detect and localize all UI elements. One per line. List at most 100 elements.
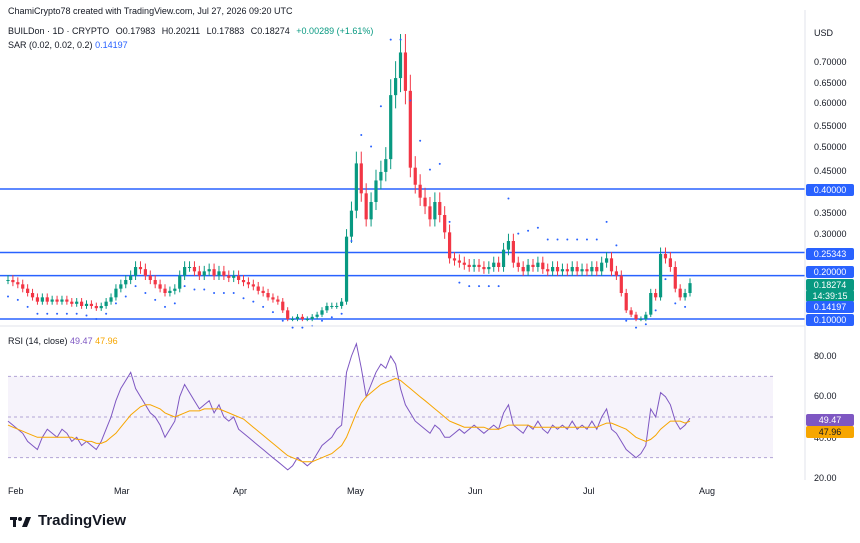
candle-body [281, 301, 285, 311]
candle-body [40, 297, 44, 302]
sar-dot [674, 302, 677, 305]
sar-dot [105, 312, 108, 315]
candle-body [536, 262, 540, 267]
sar-dot [605, 220, 608, 223]
sar-dot [85, 314, 88, 317]
sar-dot [26, 305, 29, 308]
candle-body [295, 316, 300, 319]
candle-body [241, 280, 246, 283]
candle-body [570, 267, 574, 272]
candle-body [369, 202, 373, 220]
tradingview-logo[interactable]: TradingView [10, 512, 126, 529]
candle-body [119, 284, 123, 289]
sar-dot [281, 319, 284, 322]
candle-body [94, 306, 98, 309]
sar-dot [468, 285, 471, 288]
sar-dot [585, 238, 588, 241]
sar-dot [684, 305, 687, 308]
candle-body [678, 288, 682, 298]
sar-dot [232, 292, 235, 294]
y-tick-label: 0.35000 [814, 208, 847, 218]
sar-dot [448, 220, 451, 223]
sar-dot [487, 285, 490, 288]
sar-dot [615, 244, 618, 247]
candle-body [462, 262, 466, 265]
symbol-name[interactable]: BUILDon · 1D · CRYPTO [8, 26, 110, 36]
sar-dot [497, 285, 500, 288]
x-tick-label: Mar [114, 486, 130, 496]
countdown-tag: 14:39:15 [806, 290, 854, 302]
sar-dot [370, 145, 373, 148]
candle-body [634, 314, 638, 319]
sar-dot [517, 232, 520, 235]
sar-legend[interactable]: SAR (0.02, 0.02, 0.2) 0.14197 [8, 40, 128, 50]
rsi-tick-label: 40.00 [814, 433, 837, 443]
candle-body [394, 78, 398, 96]
level-tag-025: 0.25343 [806, 248, 854, 260]
candle-body [600, 262, 604, 272]
candle-body [609, 258, 614, 272]
sar-dot [144, 292, 147, 294]
sar-dot [114, 302, 117, 305]
candle-body [143, 269, 147, 276]
brand-name: TradingView [38, 512, 127, 529]
candle-body [663, 254, 668, 259]
sar-dot [203, 288, 206, 291]
candle-body [237, 275, 241, 280]
candle-body [344, 236, 349, 302]
level-tag-040: 0.40000 [806, 184, 854, 196]
currency-label[interactable]: USD [814, 28, 834, 38]
sar-dot [360, 134, 363, 137]
candle-body [75, 301, 79, 304]
x-tick-label: Feb [8, 486, 24, 496]
candle-body [114, 288, 118, 298]
sar-dot [75, 312, 78, 315]
candle-body [256, 286, 260, 291]
candle-body [354, 163, 358, 211]
candle-body [30, 293, 35, 298]
sar-dot [507, 197, 510, 200]
high-value: H0.20211 [161, 26, 201, 36]
candle-body [133, 267, 138, 276]
rsi-tick-label: 80.00 [814, 351, 837, 361]
candle-body [629, 310, 633, 315]
rsi-ma-line [7, 377, 691, 463]
symbol-ohlc-line: BUILDon · 1D · CRYPTO O0.17983 H0.20211 … [8, 26, 377, 36]
candle-body [649, 293, 653, 315]
candle-body [379, 171, 383, 181]
y-tick-label: 0.50000 [814, 142, 847, 152]
candle-body [531, 264, 535, 267]
y-tick-label: 0.60000 [814, 98, 847, 108]
rsi-ma-tag: 47.96 [806, 426, 854, 438]
sar-dot [566, 238, 569, 241]
candle-body [398, 52, 403, 79]
watermark: ChamiCrypto78 created with TradingView.c… [8, 6, 293, 16]
open-value: O0.17983 [115, 26, 156, 36]
candle-body [403, 52, 408, 91]
sar-dot [301, 326, 304, 329]
candle-body [202, 271, 206, 276]
sar-dot [644, 323, 647, 326]
x-tick-label: Aug [699, 486, 716, 496]
rsi-legend[interactable]: RSI (14, close) 49.47 47.96 [8, 336, 118, 346]
candle-body [300, 316, 304, 319]
candle-body [315, 314, 319, 317]
candle-body [389, 95, 393, 160]
candle-body [11, 280, 15, 283]
candle-body [178, 275, 182, 289]
y-tick-label: 0.45000 [814, 166, 847, 176]
candle-body [526, 264, 530, 272]
sar-dot [458, 281, 461, 284]
candle-body [192, 267, 197, 272]
sar-dot [595, 238, 598, 241]
candle-body [511, 241, 515, 263]
y-tick-label: 0.30000 [814, 229, 847, 239]
candle-body [35, 297, 40, 302]
candle-body [619, 275, 623, 293]
candle-body [560, 269, 565, 272]
sar-dot [625, 319, 628, 322]
sar-dot [16, 298, 19, 301]
rsi-value: 49.47 [70, 336, 93, 346]
sar-dot [222, 292, 225, 294]
